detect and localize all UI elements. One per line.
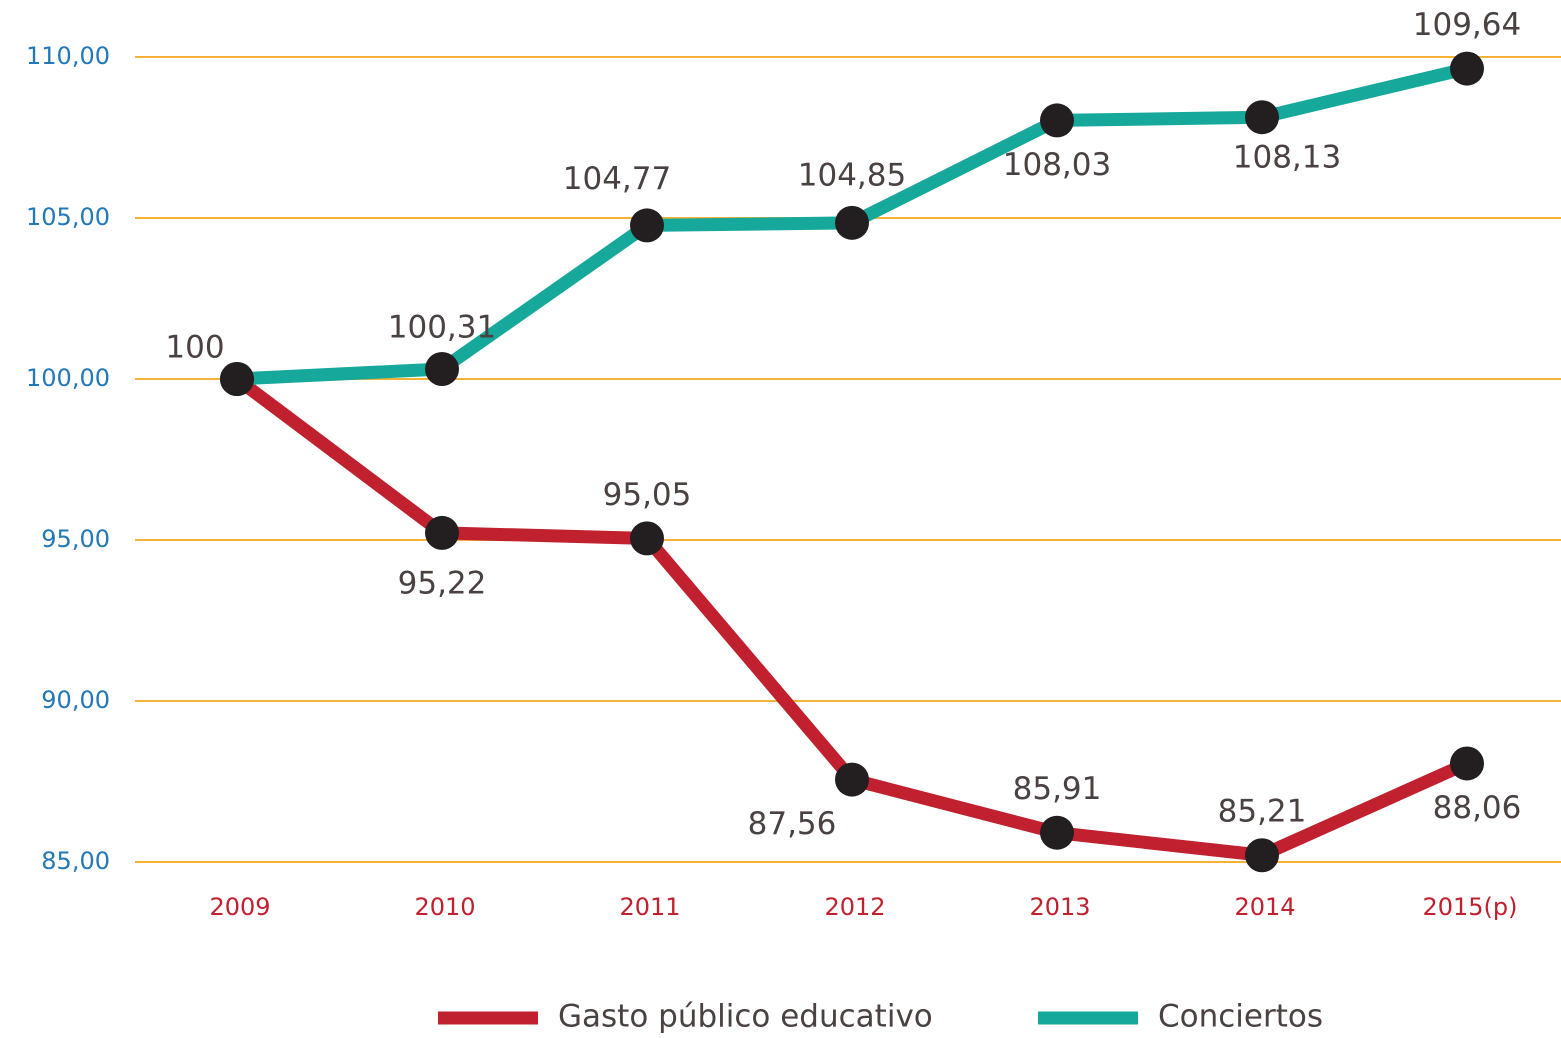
point xyxy=(1245,100,1279,135)
x-tick-label: 2014 xyxy=(1234,893,1295,921)
y-tick-label: 90,00 xyxy=(41,686,110,714)
data-label: 100,31 xyxy=(388,310,496,346)
data-label: 100 xyxy=(165,330,224,366)
data-label: 104,85 xyxy=(798,157,906,193)
point xyxy=(1245,838,1279,873)
point xyxy=(425,515,459,550)
legend-label: Gasto público educativo xyxy=(558,999,933,1035)
point xyxy=(1040,103,1074,138)
y-tick-label: 110,00 xyxy=(26,42,110,70)
y-tick-label: 105,00 xyxy=(26,203,110,231)
y-tick-label: 100,00 xyxy=(26,364,110,392)
data-label: 104,77 xyxy=(563,161,671,197)
data-label: 108,03 xyxy=(1003,147,1111,183)
y-tick-label: 85,00 xyxy=(41,847,110,875)
point xyxy=(425,352,459,387)
point xyxy=(1450,51,1484,86)
point xyxy=(835,205,869,240)
data-label: 85,21 xyxy=(1218,794,1307,830)
x-tick-label: 2012 xyxy=(824,893,885,921)
legend-label: Conciertos xyxy=(1158,999,1323,1035)
x-tick-label: 2015(p) xyxy=(1422,893,1517,921)
point xyxy=(630,208,664,243)
data-label: 85,91 xyxy=(1013,771,1102,807)
data-label: 87,56 xyxy=(748,806,837,842)
data-label: 88,06 xyxy=(1433,790,1522,826)
point xyxy=(1450,746,1484,781)
point xyxy=(835,762,869,797)
point xyxy=(220,362,254,396)
x-tick-label: 2011 xyxy=(619,893,680,921)
data-label: 95,22 xyxy=(398,565,487,601)
x-tick-label: 2009 xyxy=(209,893,270,921)
data-label: 108,13 xyxy=(1233,140,1341,176)
point xyxy=(1040,815,1074,850)
point xyxy=(630,521,664,556)
x-tick-label: 2010 xyxy=(414,893,475,921)
x-tick-label: 2013 xyxy=(1029,893,1090,921)
data-label: 95,05 xyxy=(603,477,692,513)
y-tick-label: 95,00 xyxy=(41,525,110,553)
data-label: 109,64 xyxy=(1413,7,1521,43)
